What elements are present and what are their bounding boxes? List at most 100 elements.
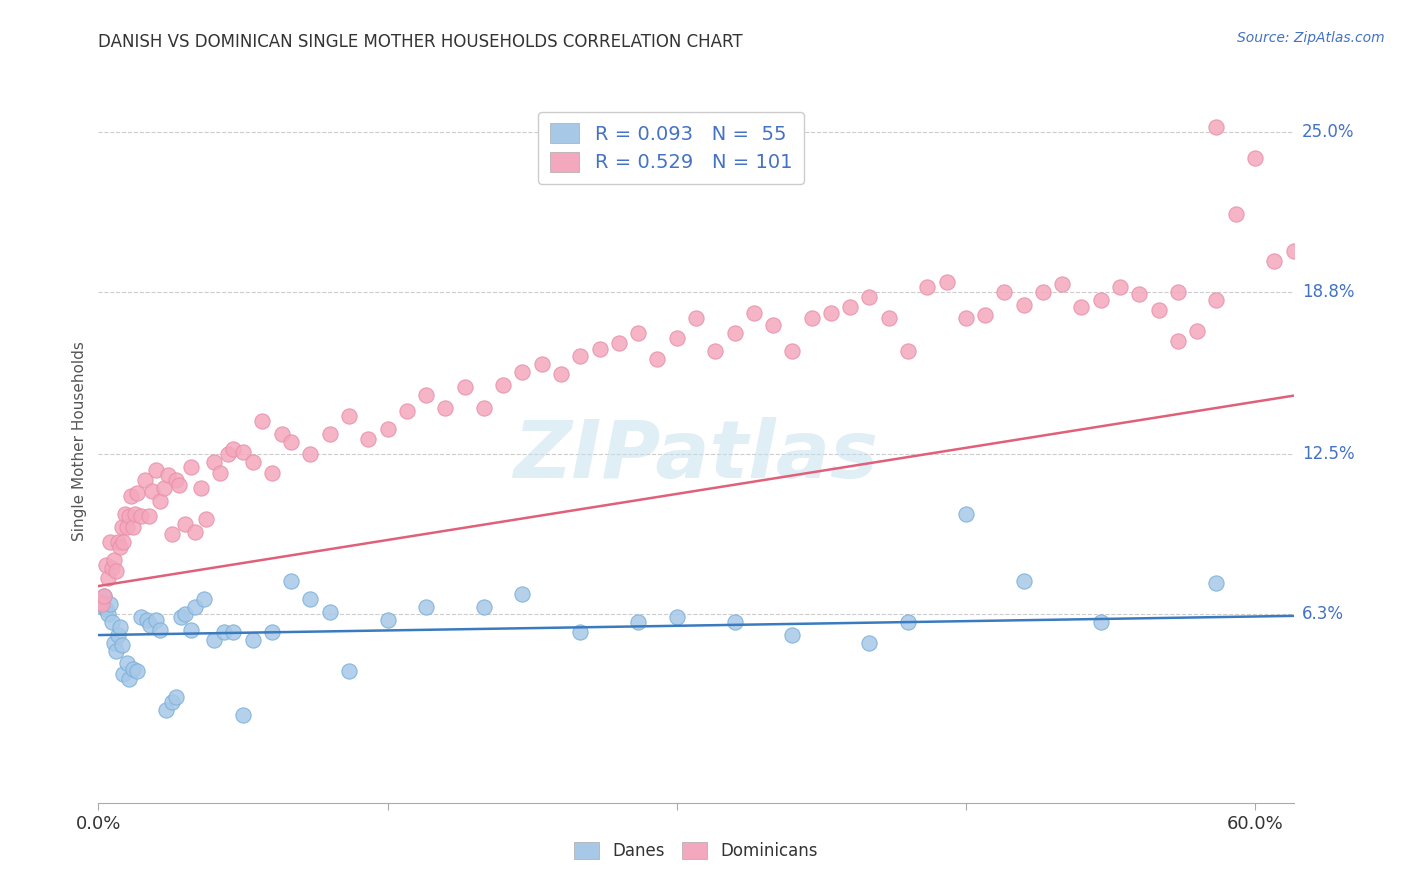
Point [492, 377, 515, 392]
Point [280, 574, 302, 588]
Point [1090, 293, 1112, 307]
Point [190, 481, 212, 495]
Point [145, 463, 167, 477]
Point [550, 368, 572, 382]
Point [122, 662, 145, 676]
Point [415, 388, 437, 402]
Point [112, 666, 135, 681]
Point [129, 610, 152, 624]
Point [1205, 120, 1227, 134]
Point [117, 657, 139, 671]
Point [101, 615, 124, 630]
Point [270, 426, 292, 441]
Point [232, 445, 254, 459]
Point [93, 590, 115, 604]
Point [1185, 324, 1208, 338]
Point [110, 519, 132, 533]
Point [98, 535, 121, 549]
Point [858, 290, 880, 304]
Point [1032, 285, 1054, 299]
Text: Source: ZipAtlas.com: Source: ZipAtlas.com [1237, 31, 1385, 45]
Point [155, 703, 177, 717]
Point [108, 620, 131, 634]
Point [242, 633, 264, 648]
Point [1225, 207, 1247, 221]
Point [569, 350, 592, 364]
Point [91, 599, 114, 614]
Point [1205, 293, 1227, 307]
Point [1302, 264, 1324, 278]
Point [104, 643, 127, 657]
Point [299, 447, 322, 461]
Point [337, 409, 360, 423]
Point [319, 426, 342, 441]
Point [569, 625, 592, 640]
Text: ZIPatlas: ZIPatlas [513, 417, 879, 495]
Text: 25.0%: 25.0% [1302, 123, 1354, 141]
Point [974, 308, 997, 322]
Point [117, 519, 139, 533]
Point [453, 380, 475, 394]
Point [762, 318, 785, 333]
Point [588, 342, 610, 356]
Point [877, 310, 900, 325]
Point [222, 625, 245, 640]
Point [704, 344, 727, 359]
Point [1012, 298, 1035, 312]
Point [125, 486, 148, 500]
Point [530, 357, 553, 371]
Point [94, 558, 117, 573]
Point [1050, 277, 1073, 292]
Point [118, 672, 141, 686]
Point [103, 636, 125, 650]
Point [94, 602, 117, 616]
Point [98, 597, 121, 611]
Point [165, 690, 187, 704]
Point [141, 483, 163, 498]
Point [120, 489, 142, 503]
Point [103, 553, 125, 567]
Point [512, 365, 534, 379]
Point [1012, 574, 1035, 588]
Point [202, 455, 225, 469]
Point [108, 541, 131, 555]
Point [260, 625, 283, 640]
Point [1263, 254, 1285, 268]
Text: 6.3%: 6.3% [1302, 606, 1344, 624]
Point [149, 494, 172, 508]
Point [647, 351, 669, 366]
Point [512, 587, 534, 601]
Point [1244, 151, 1267, 165]
Point [135, 613, 157, 627]
Text: 18.8%: 18.8% [1302, 283, 1354, 301]
Point [897, 344, 920, 359]
Text: 12.5%: 12.5% [1302, 445, 1354, 464]
Point [217, 447, 239, 461]
Point [1167, 334, 1189, 348]
Point [1070, 301, 1092, 315]
Point [377, 613, 399, 627]
Point [193, 591, 215, 606]
Y-axis label: Single Mother Households: Single Mother Households [72, 342, 87, 541]
Point [122, 519, 145, 533]
Point [160, 695, 183, 709]
Point [208, 466, 231, 480]
Point [1128, 287, 1150, 301]
Point [800, 310, 823, 325]
Point [145, 613, 167, 627]
Point [1090, 615, 1112, 630]
Point [723, 615, 745, 630]
Point [174, 607, 197, 622]
Point [993, 285, 1015, 299]
Point [935, 275, 957, 289]
Point [114, 507, 136, 521]
Point [415, 599, 437, 614]
Point [97, 607, 120, 622]
Point [110, 639, 132, 653]
Point [180, 623, 202, 637]
Point [174, 517, 197, 532]
Point [299, 591, 322, 606]
Point [93, 590, 115, 604]
Point [104, 564, 127, 578]
Point [1167, 285, 1189, 299]
